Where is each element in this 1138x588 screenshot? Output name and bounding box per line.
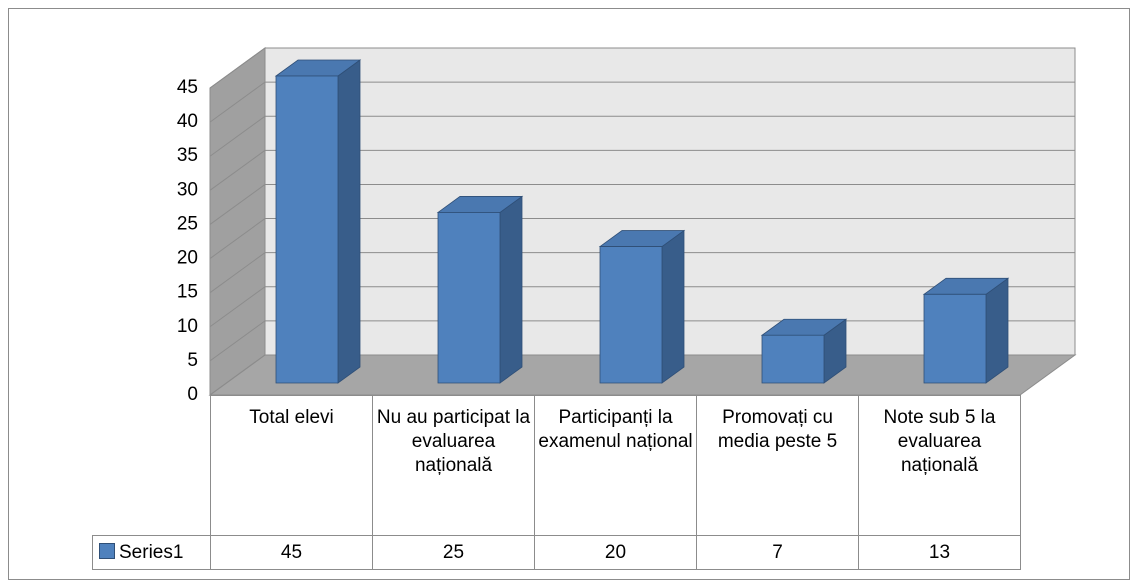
y-tick-label: 20 xyxy=(177,248,198,269)
side-wall xyxy=(209,47,266,396)
value-cell: 20 xyxy=(534,535,697,570)
grid-line-side xyxy=(209,115,266,157)
bar-side xyxy=(337,59,361,384)
bar-front xyxy=(761,334,825,384)
grid-line-side xyxy=(209,149,266,191)
y-tick-label: 10 xyxy=(177,316,198,337)
value-cell: 45 xyxy=(210,535,373,570)
y-tick-label: 0 xyxy=(187,384,198,405)
y-tick-label: 5 xyxy=(187,350,198,371)
category-cell: Total elevi xyxy=(210,395,373,536)
category-cell: Note sub 5 la evaluarea națională xyxy=(858,395,1021,536)
y-tick-label: 40 xyxy=(177,111,198,132)
category-cell: Participanți la examenul național xyxy=(534,395,697,536)
y-tick-label: 15 xyxy=(177,282,198,303)
bar-side xyxy=(499,195,523,384)
grid-line-side xyxy=(209,354,266,396)
grid-line-side xyxy=(209,81,266,123)
value-cell: 25 xyxy=(372,535,535,570)
y-tick-label: 30 xyxy=(177,179,198,200)
grid-line-side xyxy=(209,252,266,294)
bar xyxy=(274,59,362,384)
category-cell: Promovați cu media peste 5 xyxy=(696,395,859,536)
value-cell: 13 xyxy=(858,535,1021,570)
grid-line-side xyxy=(209,47,266,89)
bar-front xyxy=(437,212,501,384)
legend-label: Series1 xyxy=(119,542,184,563)
legend-swatch xyxy=(99,543,115,559)
bar-front xyxy=(599,246,663,384)
bar xyxy=(436,195,524,384)
grid-line-side xyxy=(209,218,266,259)
bar-side xyxy=(661,229,685,384)
bar xyxy=(922,277,1010,384)
grid-line-side xyxy=(209,184,266,225)
y-tick-label: 25 xyxy=(177,213,198,234)
y-tick-label: 45 xyxy=(177,77,198,98)
y-tick-label: 35 xyxy=(177,145,198,166)
bar xyxy=(760,318,848,384)
grid-line-side xyxy=(209,286,266,328)
value-cell: 7 xyxy=(696,535,859,570)
legend-cell: Series1 xyxy=(92,535,211,570)
bar-side xyxy=(985,277,1009,384)
bar xyxy=(598,229,686,384)
bar-front xyxy=(923,293,987,384)
grid-line-side xyxy=(209,320,266,362)
bar-front xyxy=(275,75,339,384)
category-cell: Nu au participat la evaluarea națională xyxy=(372,395,535,536)
